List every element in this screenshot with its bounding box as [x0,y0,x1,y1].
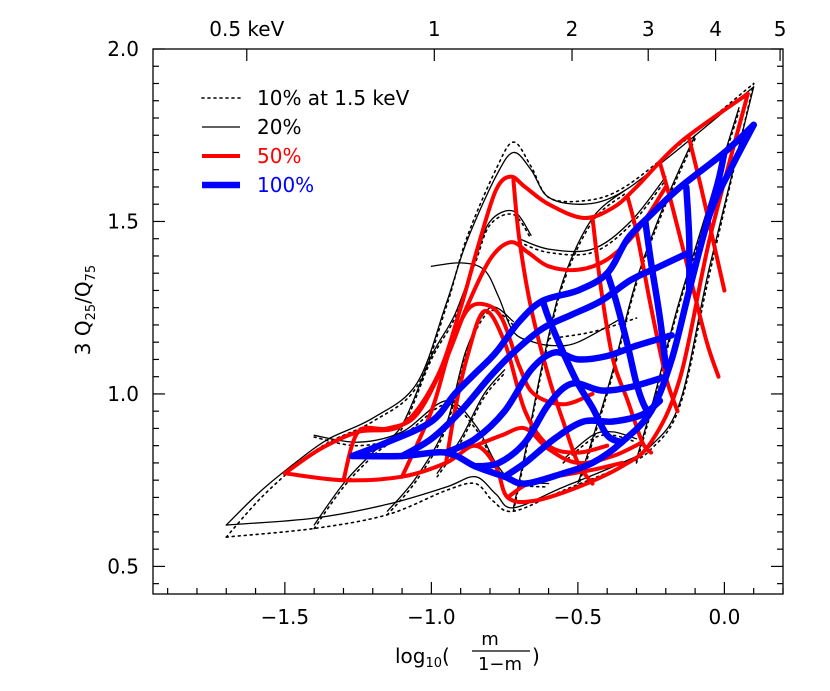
top-axis-tick-label: 3 [642,17,655,41]
legend-label-2: 50% [257,144,301,168]
y-axis-label: 3 Q25/Q75 [71,265,99,355]
series-1-curve-0 [225,86,755,526]
series-3-curve-9 [683,183,693,294]
legend-label-3: 100% [257,173,314,197]
series-2 [282,91,750,505]
svg-text:log10(: log10( [395,644,450,671]
series-3-curve-6 [539,297,626,446]
x-axis-label-numerator: m [481,629,499,650]
top-axis-tick-label: 0.5 keV [209,17,284,41]
series-3-curve-4 [472,373,670,470]
x-tick-label: 0.0 [708,605,740,629]
x-axis-label: log10( m 1−m ) [395,629,540,675]
legend-label-1: 20% [257,115,301,139]
series-3-curve-8 [642,218,670,370]
series-2-curve-7 [511,178,595,486]
plot-frame [152,48,784,595]
svg-text:3 Q25/Q75: 3 Q25/Q75 [71,265,99,355]
series-2-curve-0 [282,91,750,505]
series-2-curve-5 [473,425,645,466]
series-3-curve-2 [398,249,693,460]
series-3-curve-0 [349,121,757,487]
data-curves [225,82,757,538]
top-axis-tick-label: 4 [709,17,722,41]
svg-text:): ) [532,644,540,668]
axes: −1.5 −1.0 −0.5 0.0 0.5 1.0 1.5 2.0 0.5 keV 1 2 3 4 5 [107,17,786,629]
y-tick-label: 2.0 [107,37,139,61]
series-2-curve-1 [282,91,750,476]
series-0-curve-6 [313,213,532,530]
series-3 [349,121,757,487]
series-1-curve-1 [225,86,755,526]
series-0-curve-3 [518,179,667,256]
y-tick-label: 1.5 [107,209,139,233]
y-tick-label: 0.5 [107,554,139,578]
legend: 10% at 1.5 keV 20% 50% 100% [201,86,410,197]
x-tick-label: −0.5 [554,605,603,629]
x-axis-label-denominator: 1−m [478,654,522,675]
series-3-curve-10 [703,149,728,225]
series-1-curve-6 [313,209,532,526]
legend-label-0: 10% at 1.5 keV [257,86,410,110]
y-tick-label: 1.0 [107,382,139,406]
series-3-curve-5 [501,397,664,480]
series-1-curve-4 [518,175,667,253]
series-0-curve-4 [547,317,638,340]
series-2-curve-9 [625,195,680,414]
top-axis-tick-label: 5 [774,17,787,41]
series-2-curve-2 [341,185,668,483]
x-tick-label: −1.0 [407,605,456,629]
top-axis-tick-label: 2 [566,17,579,41]
top-axis-tick-label: 1 [428,17,441,41]
series-3-curve-7 [603,269,655,415]
x-tick-label: −1.5 [261,605,310,629]
